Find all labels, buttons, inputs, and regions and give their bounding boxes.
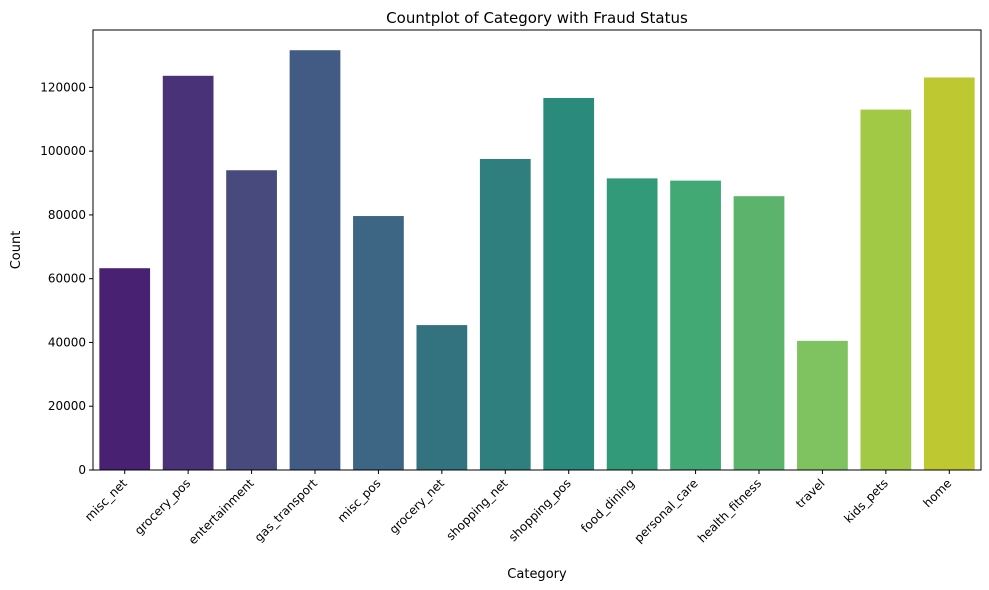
x-tick-label: grocery_net [387,476,448,537]
x-tick-label: food_dining [578,476,637,535]
x-tick-label: travel [793,476,828,511]
y-tick-label: 60000 [48,272,86,286]
bars-group [99,50,975,471]
bar-kids_pets [860,109,912,471]
bar-grocery_pos [162,75,214,471]
bar-misc_pos [353,216,404,470]
x-tick-label: home [920,476,954,510]
y-tick-label: 80000 [48,208,86,222]
chart-title: Countplot of Category with Fraud Status [386,9,688,27]
x-axis: misc_net grocery_posentertainmentgas_tran… [82,470,954,547]
x-tick-label: shopping_net [443,476,510,543]
y-tick-label: 100000 [40,144,86,158]
bar-entertainment [226,170,277,470]
bar-shopping_pos [543,98,595,470]
x-tick-label: misc_pos [335,476,384,525]
x-tick-label: personal_care [632,476,701,545]
bar-gas_transport [289,50,341,470]
bar-travel [797,340,848,470]
x-tick-label: grocery_pos [132,476,193,537]
x-tick-label: misc_net [82,476,130,524]
bar-personal_care [670,180,721,471]
x-tick-label: gas_transport [252,476,321,545]
y-tick-label: 40000 [48,335,86,349]
plot-frame [92,29,982,471]
bar-grocery_net [416,325,468,470]
y-tick-label: 20000 [48,399,86,413]
x-tick-label: kids_pets [841,476,891,526]
y-axis-label: Count [9,231,24,270]
bar-health_fitness [733,196,785,470]
bar-misc_net [99,268,151,470]
y-tick-label: 0 [78,463,86,477]
x-tick-label: shopping_pos [506,476,574,544]
x-tick-label: health_fitness [695,476,764,545]
x-axis-label: Category [507,567,567,582]
y-tick-label: 120000 [40,80,86,94]
bar-shopping_net [479,158,531,470]
bar-home [923,77,975,471]
y-axis: 0 20000 40000 60000 80000 100000 120000 [40,80,93,477]
x-tick-label: entertainment [186,476,257,547]
bar-food_dining [606,178,658,470]
